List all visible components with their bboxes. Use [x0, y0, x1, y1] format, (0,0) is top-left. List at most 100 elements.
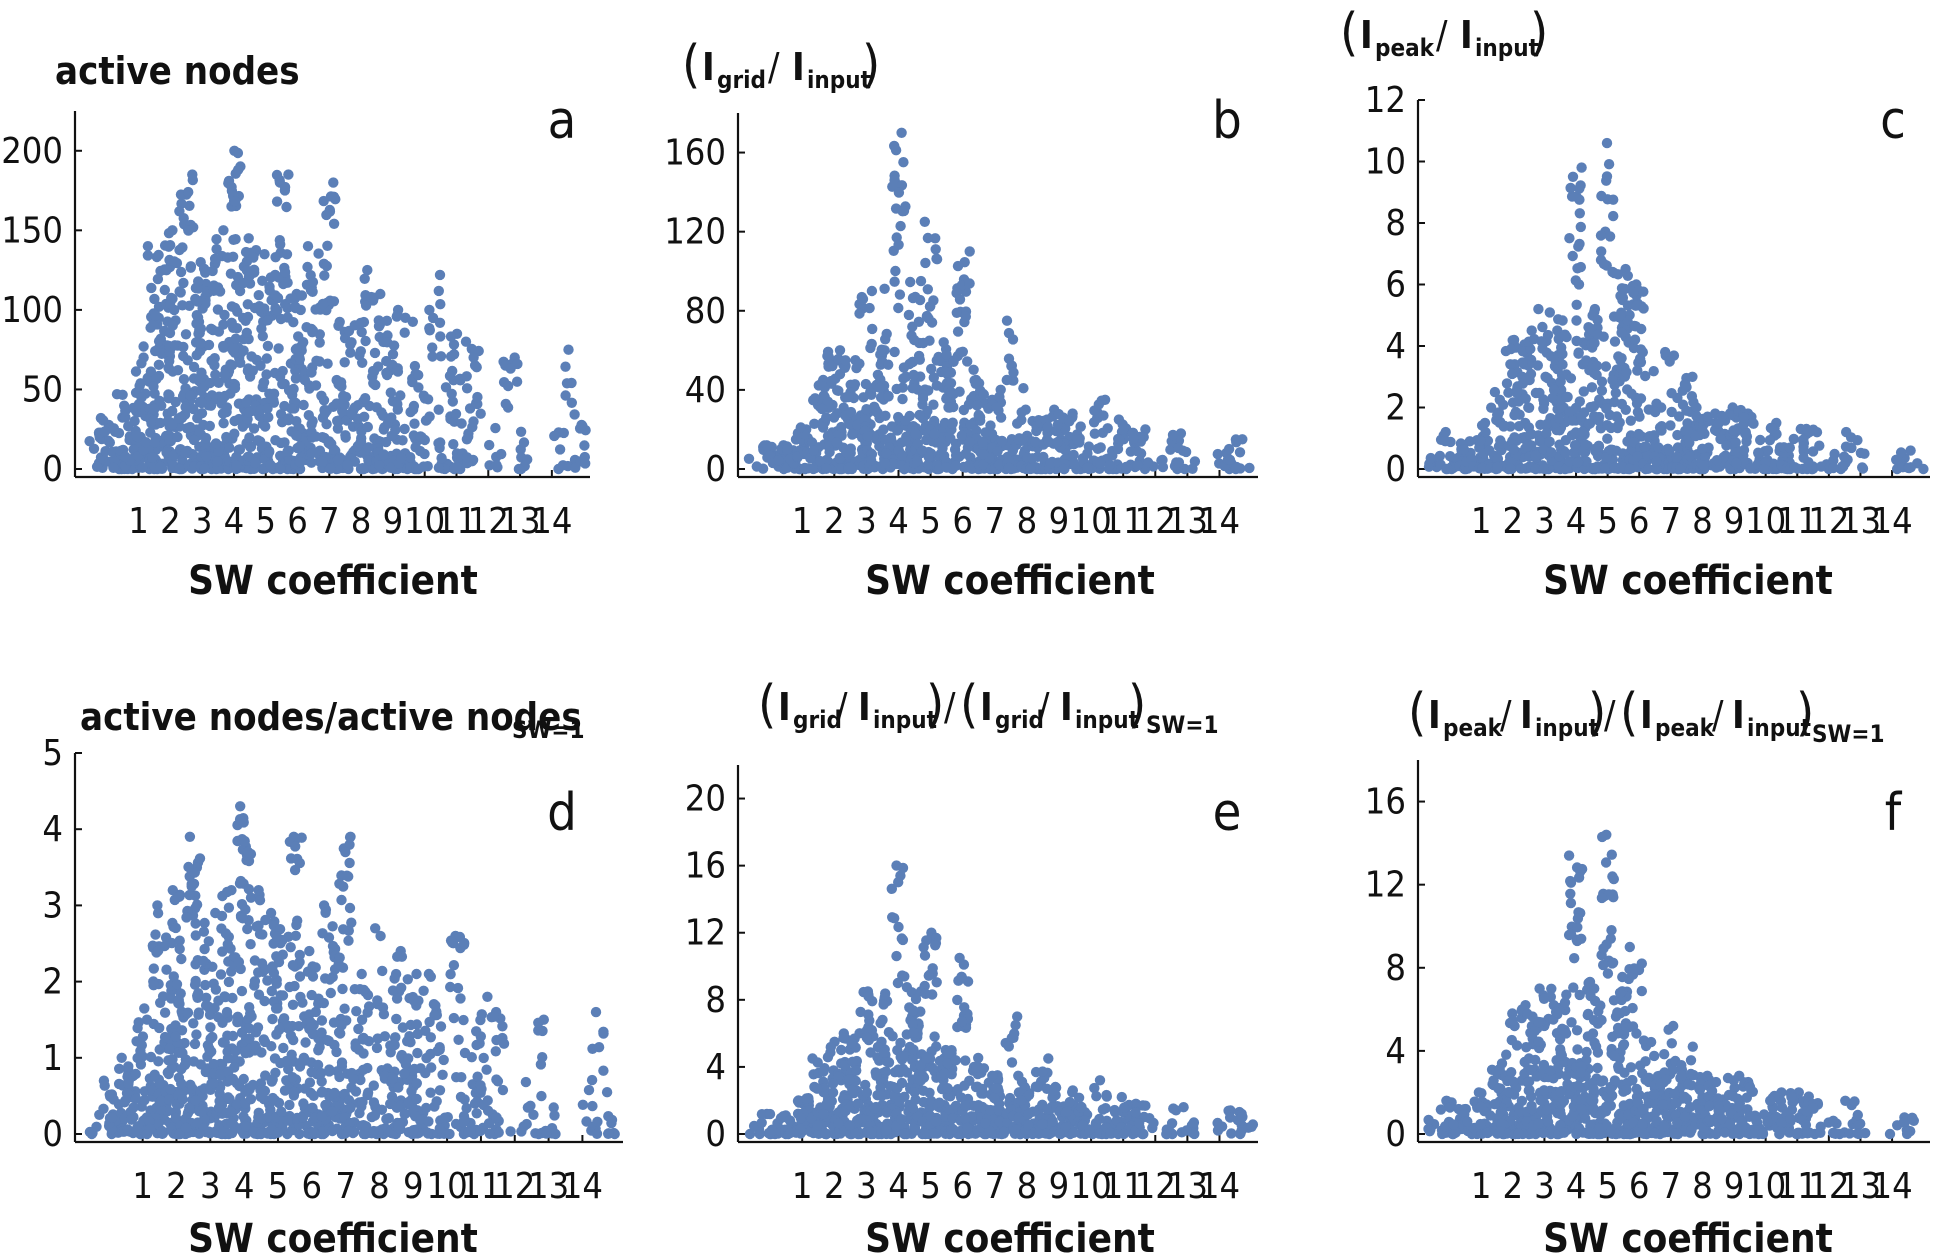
- data-point: [1758, 463, 1770, 475]
- data-point: [285, 293, 296, 304]
- data-point: [456, 418, 467, 429]
- x-tick-label: 8: [369, 1166, 390, 1207]
- data-point: [561, 378, 573, 389]
- data-point: [213, 377, 224, 388]
- data-point: [246, 1011, 257, 1022]
- data-point: [1649, 430, 1660, 441]
- data-point: [456, 1072, 467, 1083]
- data-point: [1611, 411, 1623, 422]
- data-point: [229, 1062, 240, 1073]
- data-point: [179, 447, 191, 458]
- data-point: [1118, 422, 1130, 434]
- data-point: [809, 418, 820, 429]
- data-point: [890, 265, 901, 277]
- data-point: [415, 431, 426, 442]
- data-point: [174, 286, 185, 297]
- data-point: [447, 937, 458, 948]
- data-point: [339, 1003, 350, 1014]
- data-point: [1616, 327, 1627, 338]
- data-point: [129, 415, 140, 427]
- data-point: [284, 981, 295, 993]
- data-point: [448, 960, 460, 971]
- data-point: [424, 304, 435, 316]
- data-point: [1590, 443, 1601, 455]
- data-point: [423, 1116, 434, 1127]
- data-point: [537, 1052, 548, 1063]
- data-point: [923, 452, 934, 463]
- data-point: [448, 339, 460, 350]
- data-point: [341, 870, 353, 881]
- data-point: [847, 429, 858, 440]
- data-point: [1607, 374, 1618, 386]
- data-point: [285, 942, 296, 953]
- data-point: [195, 323, 207, 334]
- data-point: [877, 1014, 888, 1026]
- data-point: [1829, 448, 1840, 460]
- data-point: [821, 463, 832, 474]
- data-point: [1684, 451, 1696, 462]
- data-point: [889, 913, 900, 924]
- data-point: [298, 337, 309, 348]
- y-tick-label: 200: [1, 131, 63, 172]
- data-point: [843, 391, 854, 403]
- data-point: [743, 453, 755, 464]
- data-point: [1613, 351, 1624, 362]
- data-point: [194, 853, 206, 864]
- data-point: [242, 923, 253, 935]
- data-point: [318, 395, 330, 406]
- panel-d-xlabel: SW coefficient: [188, 1216, 478, 1258]
- data-point: [178, 277, 189, 289]
- data-point: [919, 216, 930, 227]
- data-point: [1857, 463, 1869, 474]
- data-point: [866, 338, 877, 350]
- data-point: [323, 1035, 334, 1047]
- data-point: [839, 362, 850, 373]
- data-point: [1622, 270, 1634, 281]
- data-point: [274, 1024, 285, 1035]
- data-point: [418, 985, 429, 996]
- data-point: [592, 1116, 603, 1128]
- data-point: [131, 1125, 142, 1137]
- data-point: [1839, 451, 1850, 462]
- data-point: [138, 444, 149, 456]
- data-point: [1017, 433, 1029, 445]
- data-point: [431, 1096, 442, 1107]
- data-point: [153, 336, 165, 347]
- data-point: [1120, 461, 1132, 473]
- data-point: [814, 455, 826, 467]
- data-point: [1573, 241, 1584, 252]
- data-point: [204, 420, 215, 432]
- data-point: [229, 343, 240, 354]
- data-point: [1573, 279, 1585, 290]
- data-point: [490, 422, 501, 434]
- data-point: [159, 1007, 171, 1018]
- data-point: [424, 1016, 435, 1028]
- data-point: [895, 1037, 906, 1049]
- data-point: [334, 878, 345, 889]
- data-point: [178, 374, 190, 385]
- data-point: [1052, 419, 1064, 430]
- data-point: [1104, 459, 1116, 471]
- data-point: [174, 463, 185, 475]
- data-point: [474, 1038, 485, 1049]
- data-point: [140, 437, 152, 448]
- data-point: [253, 290, 264, 301]
- data-point: [812, 1057, 823, 1068]
- y-tick-label: 16: [685, 846, 726, 887]
- data-point: [205, 1022, 216, 1033]
- data-point: [1629, 334, 1641, 345]
- data-point: [188, 1056, 199, 1067]
- data-point: [811, 1083, 823, 1094]
- data-point: [497, 1084, 509, 1096]
- data-point: [1755, 434, 1766, 446]
- data-point: [952, 260, 964, 272]
- x-tick-label: 4: [234, 1166, 255, 1207]
- data-point: [845, 406, 857, 418]
- data-point: [569, 409, 580, 420]
- data-point: [326, 1106, 338, 1117]
- data-point: [1128, 433, 1139, 444]
- data-point: [161, 265, 172, 276]
- x-tick-label: 5: [920, 1166, 941, 1207]
- data-point: [113, 427, 125, 439]
